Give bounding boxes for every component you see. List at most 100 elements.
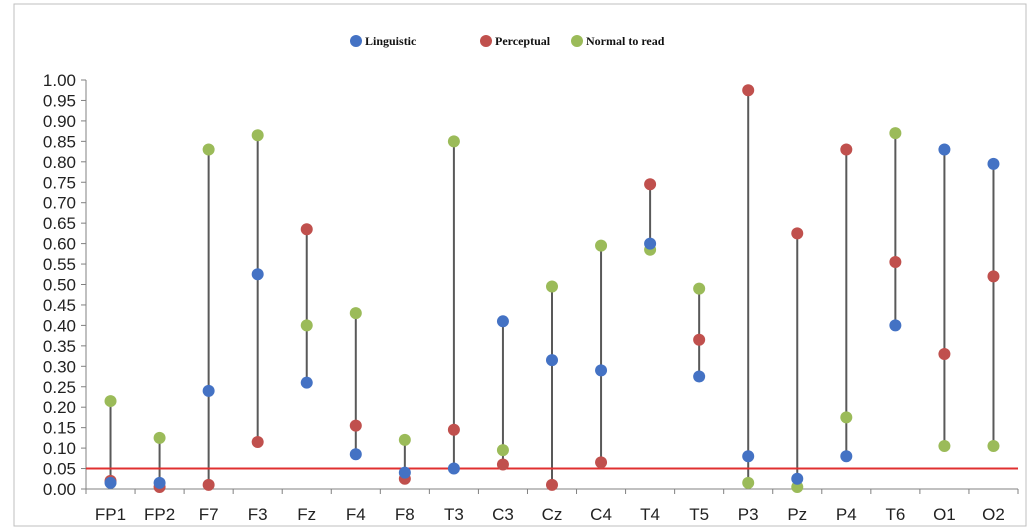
data-point-linguistic xyxy=(742,450,755,463)
data-point-linguistic xyxy=(595,364,608,377)
x-tick-label: FP2 xyxy=(144,505,175,524)
legend-label: Perceptual xyxy=(495,34,551,48)
x-tick-label: T6 xyxy=(885,505,905,524)
y-tick-label: 0.30 xyxy=(43,357,76,376)
data-point-normal-to-read xyxy=(496,444,509,457)
legend-marker xyxy=(350,35,362,47)
data-point-perceptual xyxy=(889,256,902,269)
y-tick-label: 0.00 xyxy=(43,480,76,499)
legend-item-normal-to-read: Normal to read xyxy=(571,34,665,48)
data-point-perceptual xyxy=(202,478,215,491)
data-point-perceptual xyxy=(644,178,657,191)
x-tick-label: F3 xyxy=(248,505,268,524)
y-tick-label: 0.70 xyxy=(43,194,76,213)
data-point-normal-to-read xyxy=(840,411,853,424)
data-point-perceptual xyxy=(349,419,362,432)
data-point-normal-to-read xyxy=(104,395,117,408)
data-point-linguistic xyxy=(889,319,902,332)
y-tick-label: 0.45 xyxy=(43,296,76,315)
y-tick-label: 0.90 xyxy=(43,112,76,131)
y-axis: 0.000.05 0.100.15 0.200.25 0.300.35 0.400.45… xyxy=(43,71,87,499)
data-point-perceptual xyxy=(938,348,951,361)
data-point-linguistic xyxy=(840,450,853,463)
x-tick-label: O2 xyxy=(982,505,1005,524)
y-tick-label: 0.25 xyxy=(43,378,76,397)
y-tick-label: 0.65 xyxy=(43,214,76,233)
data-point-linguistic xyxy=(349,448,362,461)
x-tick-label: Pz xyxy=(787,505,807,524)
data-point-perceptual xyxy=(251,435,264,448)
y-tick-label: 0.40 xyxy=(43,316,76,335)
data-point-perceptual xyxy=(987,270,1000,283)
data-point-normal-to-read xyxy=(693,282,706,295)
x-tick-label: C4 xyxy=(590,505,612,524)
legend: Linguistic Perceptual Normal to read xyxy=(350,34,665,48)
data-point-normal-to-read xyxy=(595,239,608,252)
data-point-linguistic xyxy=(202,384,215,397)
x-tick-label: Fz xyxy=(297,505,316,524)
legend-label: Linguistic xyxy=(365,34,417,48)
y-tick-label: 0.50 xyxy=(43,276,76,295)
data-point-linguistic xyxy=(104,476,117,489)
data-point-perceptual xyxy=(840,143,853,156)
y-tick-label: 0.20 xyxy=(43,398,76,417)
chart-border xyxy=(13,3,1027,527)
y-tick-label: 0.85 xyxy=(43,132,76,151)
data-point-perceptual xyxy=(595,456,608,469)
data-point-linguistic xyxy=(987,157,1000,170)
x-tick-label: T4 xyxy=(640,505,660,524)
data-point-normal-to-read xyxy=(447,135,460,148)
x-tick-label: T5 xyxy=(689,505,709,524)
x-tick-label: T3 xyxy=(444,505,464,524)
y-tick-label: 0.95 xyxy=(43,91,76,110)
x-tick-label: F7 xyxy=(199,505,219,524)
data-point-normal-to-read xyxy=(546,280,558,293)
x-tick-label: O1 xyxy=(933,505,956,524)
y-tick-label: 0.60 xyxy=(43,235,76,254)
y-tick-label: 0.75 xyxy=(43,173,76,192)
legend-label: Normal to read xyxy=(586,34,665,48)
data-point-perceptual xyxy=(742,84,755,97)
data-point-normal-to-read xyxy=(938,440,951,453)
x-axis: FP1 FP2 F7 F3 Fz F4 F8 T3 C3 Cz C4 T4 T5 P3 Pz P4 T6 O1 O2 xyxy=(85,488,1019,524)
legend-marker xyxy=(480,35,492,47)
data-point-linguistic xyxy=(300,376,313,389)
data-point-normal-to-read xyxy=(398,433,411,446)
data-point-perceptual xyxy=(496,458,509,471)
data-point-linguistic xyxy=(644,237,657,250)
data-point-normal-to-read xyxy=(251,129,264,142)
data-point-linguistic xyxy=(251,268,264,281)
y-tick-label: 0.05 xyxy=(43,460,76,479)
data-point-perceptual xyxy=(791,227,804,240)
data-point-linguistic xyxy=(496,315,509,328)
data-point-normal-to-read xyxy=(987,440,1000,453)
data-point-perceptual xyxy=(300,223,313,236)
data-points xyxy=(104,84,1000,493)
x-tick-label: FP1 xyxy=(95,505,126,524)
data-point-perceptual xyxy=(693,333,706,346)
data-point-linguistic xyxy=(398,466,411,479)
data-point-perceptual xyxy=(546,478,558,491)
x-tick-label: F4 xyxy=(346,505,366,524)
data-point-linguistic xyxy=(791,472,804,485)
data-point-normal-to-read xyxy=(202,143,215,156)
data-point-linguistic xyxy=(938,143,951,156)
data-point-normal-to-read xyxy=(889,127,902,140)
x-tick-label: C3 xyxy=(492,505,514,524)
x-tick-label: F8 xyxy=(395,505,415,524)
data-point-normal-to-read xyxy=(349,307,362,320)
y-tick-label: 1.00 xyxy=(43,71,76,90)
data-point-linguistic xyxy=(546,354,558,367)
data-point-perceptual xyxy=(447,423,460,436)
x-tick-label: P4 xyxy=(836,505,857,524)
y-tick-label: 0.35 xyxy=(43,337,76,356)
data-point-linguistic xyxy=(447,462,460,475)
x-tick-label: P3 xyxy=(738,505,759,524)
legend-item-perceptual: Perceptual xyxy=(480,34,551,48)
legend-marker xyxy=(571,35,583,47)
x-tick-label: Cz xyxy=(542,505,563,524)
y-tick-label: 0.10 xyxy=(43,439,76,458)
data-point-linguistic xyxy=(693,370,706,383)
data-point-normal-to-read xyxy=(300,319,313,332)
